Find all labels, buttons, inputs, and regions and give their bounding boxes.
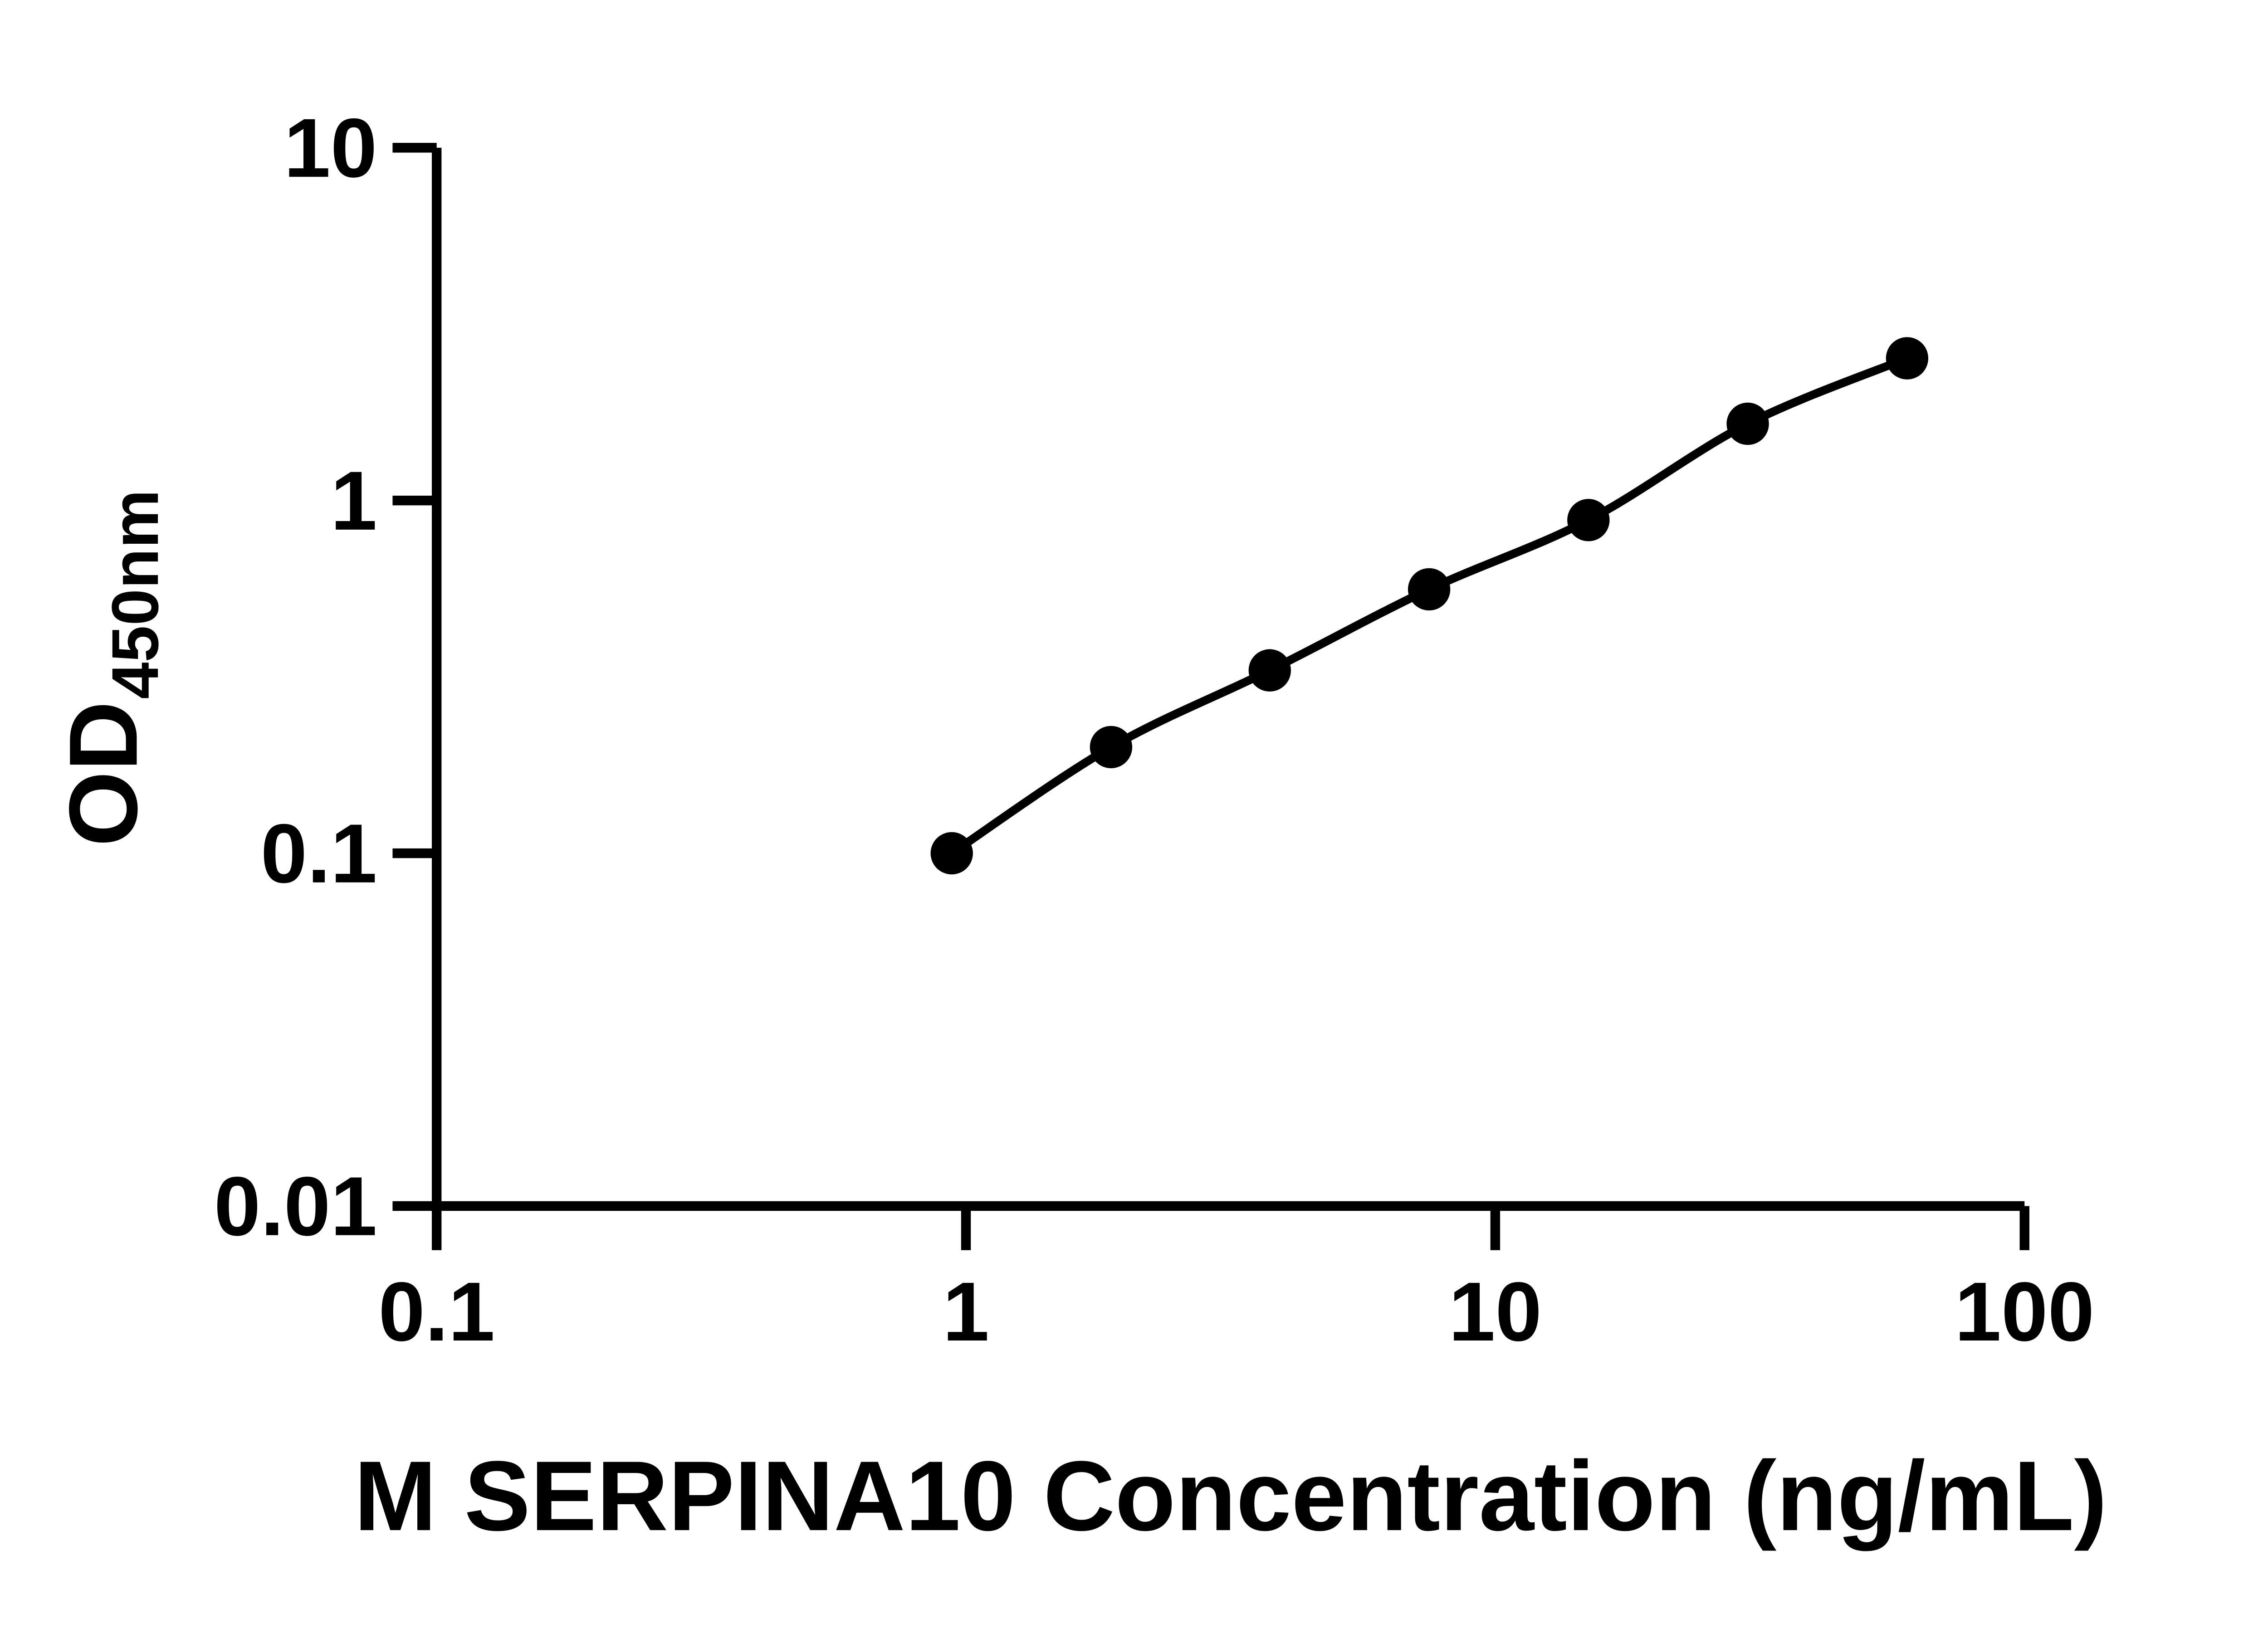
data-point-1 bbox=[930, 832, 973, 875]
y-tick-label-0.1: 0.1 bbox=[261, 807, 377, 901]
x-tick-label-100: 100 bbox=[1955, 1265, 2094, 1359]
y-axis-title-main: OD bbox=[49, 701, 157, 847]
axes bbox=[392, 143, 2029, 1250]
y-tick-label-1: 1 bbox=[331, 454, 377, 548]
y-tick-label-10: 10 bbox=[284, 102, 377, 195]
x-tick-label-0.1: 0.1 bbox=[378, 1265, 495, 1359]
data-point-2 bbox=[1090, 726, 1133, 769]
y-tick-label-0.01: 0.01 bbox=[214, 1160, 377, 1253]
data-point-4 bbox=[1408, 568, 1451, 611]
x-axis-title: M SERPINA10 Concentration (ng/mL) bbox=[354, 1441, 2107, 1551]
y-axis-title: OD 450nm bbox=[49, 490, 172, 847]
data-points bbox=[930, 337, 1929, 875]
x-tick-label-10: 10 bbox=[1449, 1265, 1542, 1359]
figure: 10 1 0.1 0.01 0.1 1 10 100 OD 450nm M SERPINA1… bbox=[49, 101, 2107, 1552]
data-point-6 bbox=[1726, 402, 1769, 445]
data-point-7 bbox=[1886, 337, 1929, 380]
x-axis-tick-labels: 0.1 1 10 100 bbox=[378, 1265, 2094, 1359]
x-tick-label-1: 1 bbox=[943, 1265, 989, 1359]
data-point-5 bbox=[1567, 499, 1610, 541]
y-axis-title-subscript: 450nm bbox=[98, 490, 172, 699]
data-point-3 bbox=[1248, 649, 1291, 692]
y-axis-tick-labels: 10 1 0.1 0.01 bbox=[214, 102, 377, 1253]
